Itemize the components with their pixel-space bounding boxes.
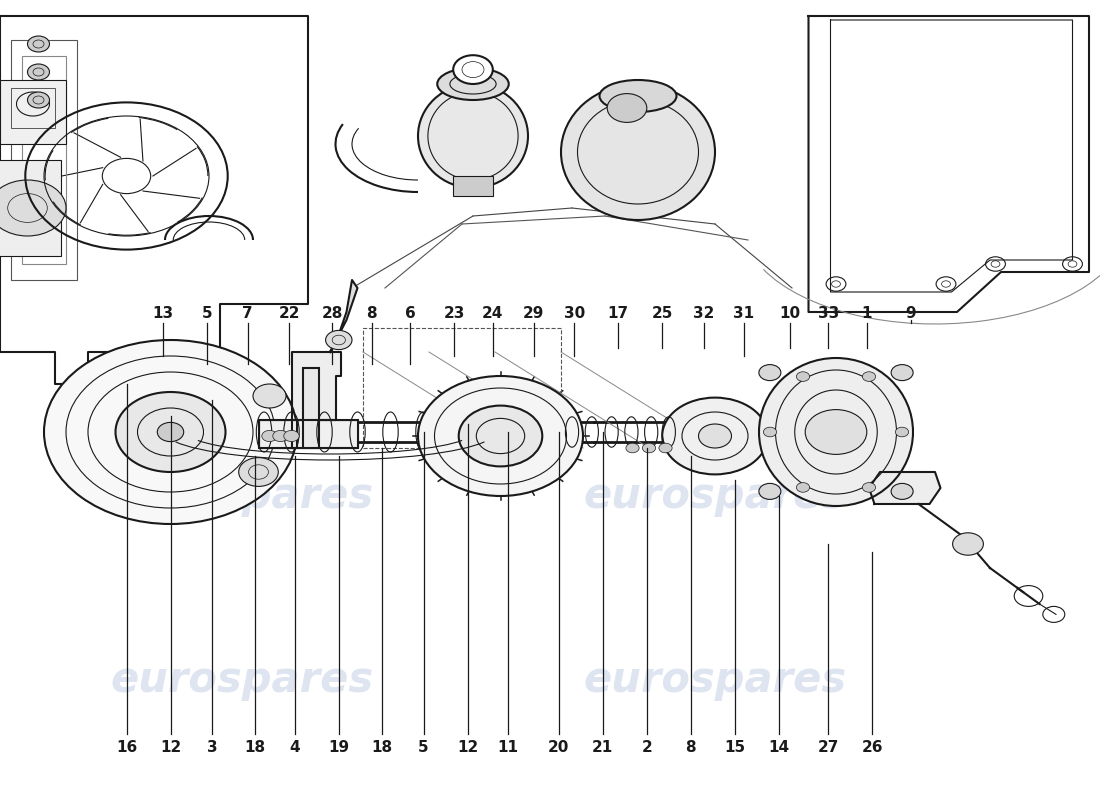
Circle shape bbox=[891, 483, 913, 499]
Circle shape bbox=[759, 365, 781, 381]
Bar bbox=[11, 88, 55, 128]
Bar bbox=[302, 368, 319, 448]
Circle shape bbox=[607, 94, 647, 122]
Text: eurospares: eurospares bbox=[583, 475, 847, 517]
Text: 13: 13 bbox=[152, 306, 174, 321]
Circle shape bbox=[326, 330, 352, 350]
Text: 9: 9 bbox=[905, 306, 916, 321]
Text: 31: 31 bbox=[733, 306, 755, 321]
Circle shape bbox=[796, 482, 810, 492]
Text: 5: 5 bbox=[201, 306, 212, 321]
Circle shape bbox=[28, 64, 50, 80]
Text: 5: 5 bbox=[418, 741, 429, 755]
Circle shape bbox=[953, 533, 983, 555]
Circle shape bbox=[284, 430, 299, 442]
Text: 18: 18 bbox=[371, 741, 393, 755]
Bar bbox=[11, 40, 77, 280]
Circle shape bbox=[862, 372, 876, 382]
Polygon shape bbox=[330, 280, 358, 352]
Bar bbox=[258, 420, 358, 448]
Text: 30: 30 bbox=[563, 306, 585, 321]
Text: eurospares: eurospares bbox=[110, 659, 374, 701]
Text: 14: 14 bbox=[768, 741, 790, 755]
Polygon shape bbox=[869, 472, 940, 504]
Ellipse shape bbox=[438, 68, 508, 100]
Text: 29: 29 bbox=[522, 306, 544, 321]
Circle shape bbox=[891, 365, 913, 381]
Text: 1: 1 bbox=[861, 306, 872, 321]
Text: 26: 26 bbox=[861, 741, 883, 755]
Circle shape bbox=[459, 406, 542, 466]
Circle shape bbox=[262, 430, 277, 442]
Text: 23: 23 bbox=[443, 306, 465, 321]
Bar bbox=[363, 328, 561, 448]
Circle shape bbox=[698, 424, 732, 448]
Text: 8: 8 bbox=[685, 741, 696, 755]
Circle shape bbox=[28, 92, 50, 108]
Circle shape bbox=[659, 443, 672, 453]
Text: 12: 12 bbox=[160, 741, 182, 755]
Bar bbox=[0, 160, 60, 256]
Text: 15: 15 bbox=[724, 741, 746, 755]
Text: 27: 27 bbox=[817, 741, 839, 755]
Text: 33: 33 bbox=[817, 306, 839, 321]
Ellipse shape bbox=[561, 84, 715, 220]
Circle shape bbox=[0, 180, 66, 236]
Circle shape bbox=[157, 422, 184, 442]
Text: 22: 22 bbox=[278, 306, 300, 321]
Polygon shape bbox=[292, 352, 341, 448]
Text: eurospares: eurospares bbox=[583, 659, 847, 701]
Text: 16: 16 bbox=[116, 741, 138, 755]
Circle shape bbox=[759, 483, 781, 499]
Circle shape bbox=[239, 458, 278, 486]
Ellipse shape bbox=[759, 358, 913, 506]
Bar bbox=[453, 176, 493, 196]
Text: 18: 18 bbox=[244, 741, 266, 755]
Text: 25: 25 bbox=[651, 306, 673, 321]
Text: 3: 3 bbox=[207, 741, 218, 755]
Bar bbox=[258, 420, 358, 448]
Circle shape bbox=[642, 443, 656, 453]
Bar bbox=[0, 80, 66, 144]
Circle shape bbox=[895, 427, 909, 437]
Text: 8: 8 bbox=[366, 306, 377, 321]
Text: 11: 11 bbox=[497, 741, 519, 755]
Polygon shape bbox=[0, 16, 308, 384]
Text: 28: 28 bbox=[321, 306, 343, 321]
Polygon shape bbox=[808, 16, 1089, 312]
Text: 6: 6 bbox=[405, 306, 416, 321]
Text: 2: 2 bbox=[641, 741, 652, 755]
Circle shape bbox=[662, 398, 768, 474]
Text: 7: 7 bbox=[242, 306, 253, 321]
Text: 21: 21 bbox=[592, 741, 614, 755]
Circle shape bbox=[796, 372, 810, 382]
Text: 24: 24 bbox=[482, 306, 504, 321]
Circle shape bbox=[805, 410, 867, 454]
Circle shape bbox=[28, 36, 50, 52]
Circle shape bbox=[453, 55, 493, 84]
Text: 32: 32 bbox=[693, 306, 715, 321]
Ellipse shape bbox=[418, 84, 528, 188]
Circle shape bbox=[44, 340, 297, 524]
Text: 20: 20 bbox=[548, 741, 570, 755]
Ellipse shape bbox=[600, 80, 676, 112]
Bar bbox=[22, 56, 66, 264]
Text: 17: 17 bbox=[607, 306, 629, 321]
Circle shape bbox=[862, 482, 876, 492]
Text: 19: 19 bbox=[328, 741, 350, 755]
Circle shape bbox=[763, 427, 777, 437]
Circle shape bbox=[418, 376, 583, 496]
Circle shape bbox=[626, 443, 639, 453]
Circle shape bbox=[253, 384, 286, 408]
Text: 4: 4 bbox=[289, 741, 300, 755]
Text: 12: 12 bbox=[456, 741, 478, 755]
Circle shape bbox=[273, 430, 288, 442]
Circle shape bbox=[116, 392, 226, 472]
Text: eurospares: eurospares bbox=[110, 475, 374, 517]
Text: 10: 10 bbox=[779, 306, 801, 321]
